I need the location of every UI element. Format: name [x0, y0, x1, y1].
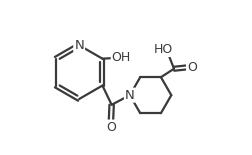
Text: HO: HO: [154, 43, 173, 56]
Text: O: O: [187, 61, 197, 74]
Text: OH: OH: [112, 51, 131, 64]
Text: N: N: [125, 89, 135, 102]
Text: N: N: [74, 39, 84, 52]
Text: O: O: [106, 121, 116, 134]
